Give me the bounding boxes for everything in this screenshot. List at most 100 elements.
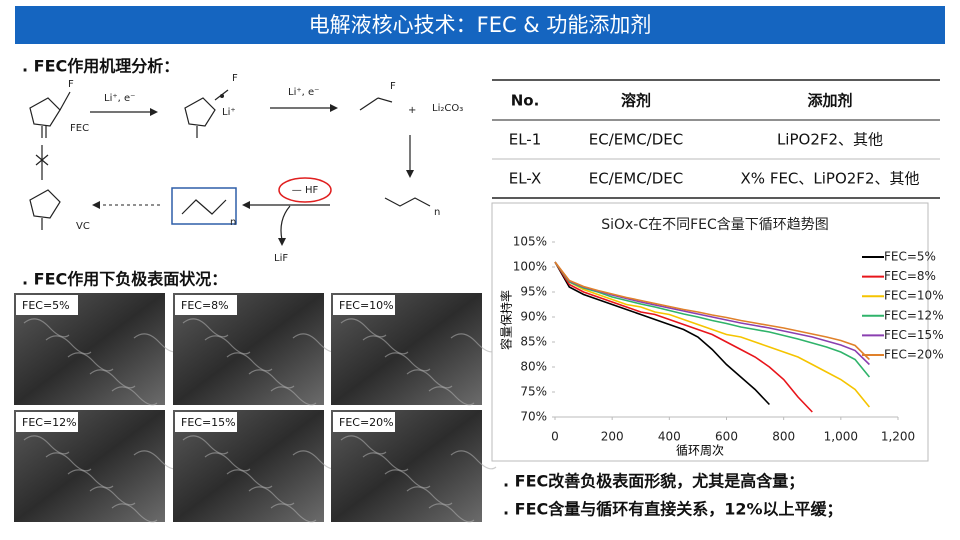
table-header: 添加剂 xyxy=(807,92,852,110)
sem-texture xyxy=(428,503,475,523)
atom-label: F xyxy=(232,73,238,84)
sem-texture xyxy=(89,369,136,389)
y-tick-label: 80% xyxy=(520,360,547,374)
x-tick-label: 1,000 xyxy=(824,430,858,444)
sem-texture xyxy=(23,318,70,338)
product-label: Li₂CO₃ xyxy=(432,103,463,114)
x-tick-label: 200 xyxy=(601,430,624,444)
mechanism-heading: . FEC作用机理分析： xyxy=(22,57,179,76)
x-tick-label: 600 xyxy=(715,430,738,444)
sem-texture xyxy=(182,318,229,338)
sem-label-bg xyxy=(175,295,237,315)
sem-texture xyxy=(270,386,317,406)
chart-title: SiOx-C在不同FEC含量下循环趋势图 xyxy=(601,217,829,233)
x-tick-label: 0 xyxy=(551,430,559,444)
table-cell: EC/EMC/DEC xyxy=(589,170,683,188)
series-line xyxy=(554,261,813,413)
arrow-label: Li⁺, e⁻ xyxy=(288,87,319,98)
sem-label: FEC=20% xyxy=(339,416,394,429)
y-tick-label: 95% xyxy=(520,285,547,299)
hf-label: — HF xyxy=(292,185,319,196)
sem-label-bg xyxy=(16,295,78,315)
y-tick-label: 90% xyxy=(520,310,547,324)
plus: + xyxy=(408,105,416,116)
table-cell: EC/EMC/DEC xyxy=(589,131,683,149)
atom-label: F xyxy=(68,79,74,90)
sem-texture xyxy=(182,435,229,455)
mol-label: FEC xyxy=(70,123,89,134)
sem-label: FEC=8% xyxy=(181,299,229,312)
sem-texture xyxy=(67,352,114,372)
sem-texture xyxy=(45,452,92,472)
sem-label: FEC=5% xyxy=(22,299,70,312)
y-tick-label: 100% xyxy=(513,260,547,274)
sem-label: FEC=15% xyxy=(181,416,236,429)
table-cell: EL-1 xyxy=(509,131,542,149)
sem-texture xyxy=(428,386,475,406)
sem-texture xyxy=(450,333,497,353)
sem-texture xyxy=(406,486,453,506)
chart-frame xyxy=(491,202,929,462)
sem-texture xyxy=(226,352,273,372)
mol-label: VC xyxy=(76,221,90,232)
sem-texture xyxy=(362,335,409,355)
sem-texture xyxy=(226,469,273,489)
legend-label: FEC=5% xyxy=(884,250,936,264)
atom-label: F xyxy=(390,81,396,92)
sem-label-bg xyxy=(333,412,395,432)
series-line xyxy=(554,261,870,361)
header-bar xyxy=(15,6,945,44)
sem-label: FEC=12% xyxy=(22,416,77,429)
sem-label-bg xyxy=(333,295,395,315)
y-tick-label: 70% xyxy=(520,410,547,424)
x-axis-label: 循环周次 xyxy=(676,444,724,458)
sem-texture xyxy=(248,369,295,389)
arrow-label: Li⁺, e⁻ xyxy=(104,93,135,104)
series-line xyxy=(554,261,770,406)
x-tick-label: 400 xyxy=(658,430,681,444)
mechanism-diagram: F FEC Li⁺, e⁻ F Li⁺ Li⁺, e⁻ F + Li₂CO₃ n… xyxy=(29,73,463,264)
sem-texture xyxy=(406,369,453,389)
sem-label: FEC=10% xyxy=(339,299,394,312)
sem-label-bg xyxy=(16,412,78,432)
header-title: 电解液核心技术：FEC & 功能添加剂 xyxy=(309,13,652,37)
table-cell: LiPO2F2、其他 xyxy=(777,131,883,149)
table-header: 溶剂 xyxy=(621,92,651,110)
sem-texture xyxy=(362,452,409,472)
x-tick-label: 1,200 xyxy=(881,430,915,444)
table-cell: X% FEC、LiPO2F2、其他 xyxy=(741,170,920,188)
sem-label-bg xyxy=(175,412,237,432)
y-tick-label: 85% xyxy=(520,335,547,349)
series-line xyxy=(554,261,871,408)
sem-texture xyxy=(23,435,70,455)
sem-texture xyxy=(111,386,158,406)
legend-label: FEC=20% xyxy=(884,348,944,362)
sem-texture xyxy=(384,469,431,489)
sem-texture xyxy=(204,452,251,472)
x-tick-label: 800 xyxy=(772,430,795,444)
sem-texture xyxy=(204,335,251,355)
table-cell: EL-X xyxy=(509,170,542,188)
y-tick-label: 75% xyxy=(520,385,547,399)
sem-texture xyxy=(340,435,387,455)
legend-label: FEC=10% xyxy=(884,289,944,303)
sem-texture xyxy=(384,352,431,372)
sem-texture xyxy=(340,318,387,338)
lif-label: LiF xyxy=(274,253,288,264)
repeat-label: n xyxy=(230,217,236,228)
sem-texture xyxy=(248,486,295,506)
legend-label: FEC=12% xyxy=(884,308,944,322)
sem-texture xyxy=(270,503,317,523)
series-line xyxy=(554,261,870,366)
table xyxy=(492,79,940,199)
y-tick-label: 105% xyxy=(513,235,547,249)
y-axis-label: 容量保持率 xyxy=(499,290,514,350)
sem-texture xyxy=(111,503,158,523)
sem-texture xyxy=(89,486,136,506)
conclusion: . FEC改善负极表面形貌，尤其是高含量； xyxy=(503,472,804,491)
sem-texture xyxy=(67,469,114,489)
legend-label: FEC=8% xyxy=(884,269,936,283)
series-line xyxy=(554,261,871,378)
conclusion: . FEC含量与循环有直接关系，12%以上平缓； xyxy=(503,500,843,519)
